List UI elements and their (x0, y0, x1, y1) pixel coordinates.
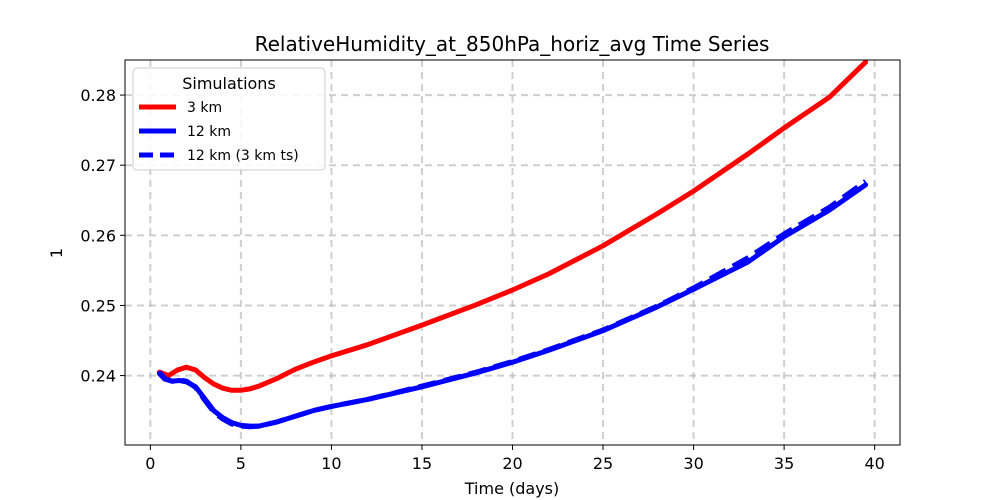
grid (125, 60, 900, 445)
x-tick-label: 40 (864, 454, 884, 473)
y-tick-label: 0.27 (80, 156, 116, 175)
chart-title: RelativeHumidity_at_850hPa_horiz_avg Tim… (255, 32, 770, 56)
series-line-3 (157, 179, 868, 430)
x-tick-label: 0 (145, 454, 155, 473)
x-tick-label: 25 (593, 454, 613, 473)
y-axis-label: 1 (47, 248, 66, 258)
legend: Simulations 3 km 12 km 12 km (3 km ts) (132, 67, 326, 171)
x-tick-label: 30 (683, 454, 703, 473)
y-tick-label: 0.26 (80, 226, 116, 245)
x-axis: 0 5 10 15 20 25 30 35 40 (145, 445, 885, 473)
legend-box (132, 67, 326, 171)
legend-entries: 3 km 12 km 12 km (3 km ts) (139, 100, 299, 164)
x-tick-label: 20 (502, 454, 522, 473)
legend-label-1: 3 km (187, 100, 222, 116)
series-layer (156, 59, 869, 430)
x-tick-label: 35 (774, 454, 794, 473)
x-tick-label: 15 (412, 454, 432, 473)
y-tick-label: 0.25 (80, 296, 116, 315)
y-axis: 0.24 0.25 0.26 0.27 0.28 (80, 86, 125, 386)
legend-title: Simulations (182, 74, 276, 93)
x-axis-label: Time (days) (464, 479, 560, 498)
x-tick-label: 10 (321, 454, 341, 473)
y-tick-label: 0.28 (80, 86, 116, 105)
legend-label-3: 12 km (3 km ts) (187, 148, 299, 164)
y-tick-label: 0.24 (80, 367, 116, 386)
x-tick-label: 5 (236, 454, 246, 473)
legend-label-2: 12 km (187, 124, 231, 140)
series-line-1 (156, 59, 869, 393)
